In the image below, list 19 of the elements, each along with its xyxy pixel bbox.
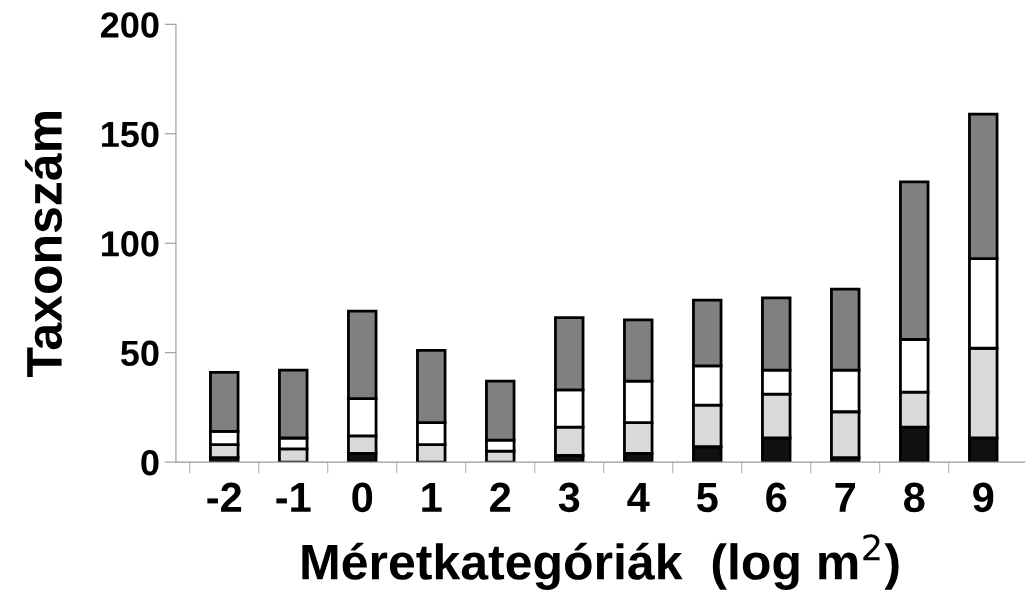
y-tick-label: 0	[141, 449, 159, 476]
x-axis-title: Méretkategóriák (log m$^{2}$)	[302, 534, 899, 590]
y-tick-label: 200	[100, 12, 159, 38]
x-tick-label: -1	[276, 483, 311, 512]
x-tick-label: 0	[352, 482, 373, 513]
x-tick-label: 6	[766, 482, 787, 513]
x-tick-label: 1	[422, 483, 442, 512]
y-axis-title: Taxonszám	[24, 111, 63, 377]
x-tick-label: 8	[903, 482, 925, 513]
x-tick-label: 7	[835, 483, 856, 512]
y-tick-label: 150	[102, 121, 159, 148]
y-tick-label: 100	[102, 231, 159, 257]
x-tick-label: 2	[490, 482, 511, 512]
x-tick-label: 4	[627, 483, 650, 512]
x-tick-label: 9	[973, 482, 994, 513]
x-tick-label: 5	[696, 483, 718, 513]
x-tick-label: -2	[207, 482, 242, 512]
x-tick-label: 3	[558, 482, 580, 513]
y-tick-label: 50	[120, 340, 159, 367]
